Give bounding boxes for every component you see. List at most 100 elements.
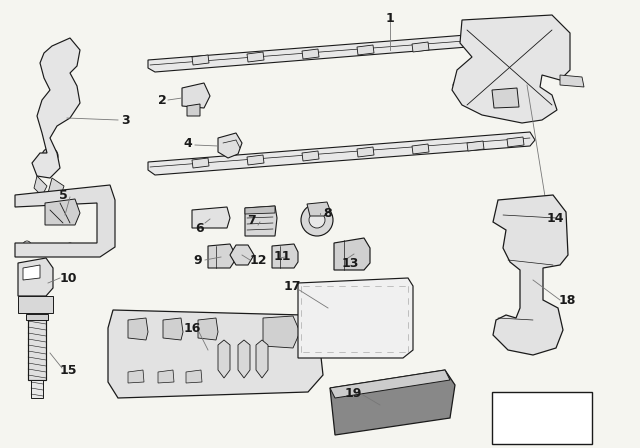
Text: 1: 1 (386, 12, 394, 25)
Text: 461832: 461832 (522, 433, 562, 443)
Polygon shape (245, 206, 277, 236)
Circle shape (124, 361, 132, 369)
Circle shape (529, 323, 543, 337)
Circle shape (66, 243, 74, 251)
Polygon shape (148, 30, 535, 72)
Polygon shape (302, 49, 319, 59)
Polygon shape (302, 151, 319, 161)
Polygon shape (48, 178, 64, 198)
Text: 2: 2 (157, 94, 166, 107)
Polygon shape (452, 15, 570, 123)
Polygon shape (15, 185, 115, 257)
Circle shape (453, 81, 461, 89)
Circle shape (174, 361, 182, 369)
Polygon shape (198, 318, 218, 340)
Polygon shape (298, 278, 413, 358)
Bar (492, 392, 592, 444)
Polygon shape (498, 416, 574, 436)
Polygon shape (492, 88, 519, 108)
Polygon shape (498, 416, 580, 440)
Circle shape (467, 25, 477, 35)
Text: 8: 8 (324, 207, 332, 220)
Polygon shape (182, 83, 210, 108)
Circle shape (218, 252, 228, 262)
Polygon shape (108, 310, 323, 398)
Polygon shape (357, 147, 374, 157)
Polygon shape (330, 370, 450, 398)
Polygon shape (218, 340, 230, 378)
Polygon shape (467, 39, 484, 49)
Polygon shape (247, 52, 264, 62)
Polygon shape (507, 137, 524, 147)
Polygon shape (357, 45, 374, 55)
Polygon shape (163, 318, 183, 340)
Circle shape (193, 214, 203, 224)
Polygon shape (18, 258, 53, 296)
Polygon shape (263, 316, 300, 348)
Text: 17: 17 (284, 280, 301, 293)
Polygon shape (230, 245, 254, 265)
Circle shape (149, 361, 157, 369)
Circle shape (543, 21, 551, 29)
Polygon shape (467, 141, 484, 151)
Polygon shape (493, 195, 568, 355)
Text: 11: 11 (273, 250, 291, 263)
Polygon shape (245, 206, 275, 214)
Text: 3: 3 (121, 113, 129, 126)
Circle shape (42, 148, 58, 164)
Text: 19: 19 (344, 387, 362, 400)
Circle shape (23, 241, 31, 249)
Polygon shape (412, 144, 429, 154)
Polygon shape (31, 380, 43, 398)
Polygon shape (238, 340, 250, 378)
Polygon shape (192, 55, 209, 65)
Text: 7: 7 (248, 214, 257, 227)
Circle shape (346, 246, 362, 262)
Polygon shape (45, 199, 80, 225)
Polygon shape (192, 207, 230, 228)
Text: 18: 18 (558, 293, 576, 306)
Circle shape (46, 152, 54, 160)
Text: 9: 9 (194, 254, 202, 267)
Polygon shape (187, 104, 200, 116)
Text: 12: 12 (249, 254, 267, 267)
Polygon shape (256, 340, 268, 378)
Polygon shape (34, 176, 47, 196)
Circle shape (217, 213, 227, 223)
Circle shape (199, 361, 207, 369)
Circle shape (350, 250, 358, 258)
Polygon shape (208, 244, 234, 268)
Polygon shape (128, 318, 148, 340)
Polygon shape (23, 265, 40, 280)
Circle shape (499, 92, 511, 104)
Circle shape (350, 312, 362, 324)
Polygon shape (28, 318, 46, 380)
Polygon shape (272, 244, 298, 268)
Polygon shape (330, 370, 455, 435)
Text: 10: 10 (60, 271, 77, 284)
Polygon shape (128, 370, 144, 383)
Text: 5: 5 (59, 189, 67, 202)
Polygon shape (334, 238, 370, 270)
Circle shape (309, 212, 325, 228)
Polygon shape (192, 158, 209, 168)
Polygon shape (32, 38, 80, 178)
Polygon shape (412, 42, 429, 52)
Text: 4: 4 (184, 137, 193, 150)
Polygon shape (186, 370, 202, 383)
Circle shape (527, 209, 539, 221)
Polygon shape (18, 296, 53, 313)
Circle shape (282, 252, 292, 262)
Text: 14: 14 (547, 211, 564, 224)
Polygon shape (158, 370, 174, 383)
Text: 6: 6 (196, 221, 204, 234)
Text: 15: 15 (60, 363, 77, 376)
Polygon shape (148, 132, 535, 175)
Text: 13: 13 (341, 257, 358, 270)
Circle shape (301, 204, 333, 236)
Polygon shape (247, 155, 264, 165)
Polygon shape (26, 314, 48, 320)
Polygon shape (218, 133, 242, 158)
Text: 16: 16 (183, 322, 201, 335)
Circle shape (236, 249, 248, 261)
